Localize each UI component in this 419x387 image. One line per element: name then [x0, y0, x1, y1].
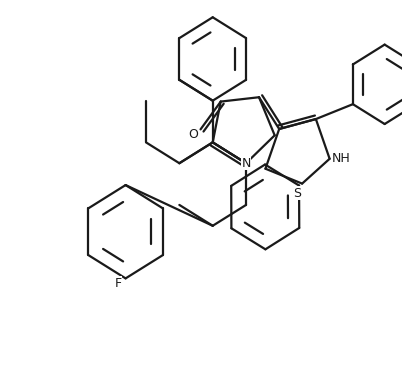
- Text: NH: NH: [331, 152, 350, 165]
- Text: O: O: [188, 128, 198, 141]
- Text: S: S: [293, 187, 301, 200]
- Text: N: N: [241, 157, 251, 170]
- Text: F: F: [115, 277, 122, 290]
